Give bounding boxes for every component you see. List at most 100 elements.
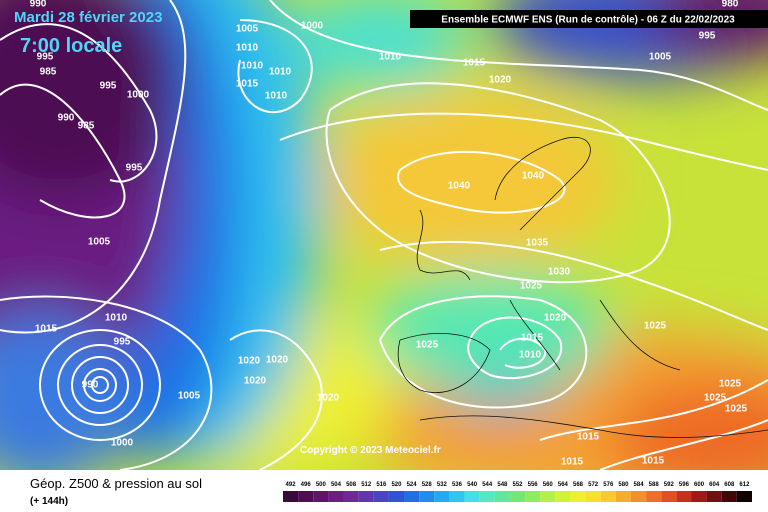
colorbar-label: 496: [301, 482, 312, 488]
isobar-label: 995: [100, 81, 117, 92]
colorbar-swatch: [343, 491, 359, 502]
isobar-label: 980: [722, 0, 739, 10]
colorbar-swatch: [298, 491, 314, 502]
isobar-label: 995: [37, 52, 54, 63]
colorbar-label: 556: [528, 482, 539, 488]
isobar-label: 1025: [704, 393, 727, 404]
colorbar-swatch: [494, 491, 510, 502]
isobar-label: 990: [58, 113, 75, 124]
isobar-label: 1000: [301, 21, 324, 32]
colorbar-label: 576: [603, 482, 614, 488]
isobar-label: 985: [40, 67, 57, 78]
colorbar-swatch: [540, 491, 556, 502]
colorbar-label: 564: [558, 482, 569, 488]
isobar-label: 1025: [416, 340, 439, 351]
colorbar-swatch: [388, 491, 405, 502]
colorbar-swatch: [736, 491, 752, 502]
colorbar-swatch: [479, 491, 495, 502]
isobar-label: 1015: [35, 324, 58, 335]
isobar-label: 1015: [236, 79, 259, 90]
isobar-label: 1040: [448, 181, 471, 192]
colorbar-label: 560: [543, 482, 554, 488]
colorbar-swatch: [570, 491, 586, 502]
colorbar-label: 600: [694, 482, 705, 488]
run-box: [410, 10, 768, 28]
colorbar-label: 612: [739, 482, 750, 488]
colorbar-label: 540: [467, 482, 478, 488]
colorbar-swatch: [509, 491, 526, 502]
colorbar-swatch: [600, 491, 616, 502]
run-label: Ensemble ECMWF ENS (Run de contrôle) - 0…: [441, 15, 735, 26]
isobar-label: 1005: [649, 52, 672, 63]
isobar-label: 1015: [521, 333, 544, 344]
isobar-label: 990: [82, 380, 99, 391]
footer-lead: (+ 144h): [30, 496, 68, 507]
colorbar-swatch: [585, 491, 601, 502]
isobar-label: 995: [126, 163, 143, 174]
colorbar-label: 500: [316, 482, 327, 488]
isobar-label: 995: [699, 31, 716, 42]
isobar-label: 1035: [526, 238, 549, 249]
isobar-label: 1010: [379, 52, 402, 63]
colorbar-swatch: [661, 491, 677, 502]
isobar-label: 1020: [238, 356, 261, 367]
isobar-label: 1020: [244, 376, 267, 387]
isobar-label: 1020: [266, 355, 289, 366]
colorbar: 492 496 500 504 508 512 516 520 524 528 532 536 540 5…: [283, 482, 752, 502]
isobar-label: 1020: [317, 393, 340, 404]
colorbar-swatch: [691, 491, 707, 502]
coastlines: [397, 136, 768, 438]
colorbar-swatch: [676, 491, 692, 502]
colorbar-label: 604: [709, 482, 720, 488]
colorbar-label: 608: [724, 482, 735, 488]
isobar-label: 1025: [644, 321, 667, 332]
isobar-labels: 9909959859951000990985995100010051010101…: [30, 0, 748, 468]
colorbar-label: 584: [634, 482, 645, 488]
colorbar-label: 572: [588, 482, 599, 488]
isobar-label: 1010: [236, 43, 259, 54]
isobar-label: 1020: [544, 313, 567, 324]
colorbar-label: 588: [649, 482, 660, 488]
colorbar-swatch: [358, 491, 374, 502]
isobar-label: 1010: [519, 350, 542, 361]
colorbar-label: 592: [664, 482, 675, 488]
isobar-label: 1020: [489, 75, 512, 86]
colorbar-label: 524: [407, 482, 418, 488]
isobar-label: 1005: [88, 237, 111, 248]
colorbar-label: 512: [361, 482, 372, 488]
isobar-label: 1015: [642, 456, 665, 467]
colorbar-label: 528: [422, 482, 433, 488]
isobar-label: 1010: [105, 313, 128, 324]
isobar-label: 995: [114, 337, 131, 348]
colorbar-label: 580: [618, 482, 629, 488]
isobar-label: 1010: [265, 91, 288, 102]
colorbar-label: 520: [391, 482, 402, 488]
isobar-label: 1005: [178, 391, 201, 402]
footer-title: Géop. Z500 & pression au sol: [30, 476, 202, 491]
colorbar-swatch: [615, 491, 631, 502]
isobar-label: 1000: [127, 90, 150, 101]
date-label: Mardi 28 février 2023: [14, 9, 162, 26]
isobar-label: 1015: [577, 432, 600, 443]
colorbar-swatch: [464, 491, 480, 502]
isobar-label: 1040: [522, 171, 545, 182]
isobar-label: 1025: [520, 281, 543, 292]
colorbar-swatch: [404, 491, 420, 502]
colorbar-label: 536: [452, 482, 463, 488]
colorbar-label: 508: [346, 482, 357, 488]
colorbar-label: 516: [376, 482, 387, 488]
isobar-label: 1015: [463, 58, 486, 69]
isobar-label: 1000: [111, 438, 134, 449]
isobar-label: 1010: [269, 67, 292, 78]
colorbar-swatch: [449, 491, 465, 502]
isobar-label: 1025: [725, 404, 748, 415]
isobar-label: 990: [30, 0, 47, 10]
colorbar-swatch: [419, 491, 435, 502]
colorbar-swatch: [630, 491, 647, 502]
isobar-label: 1015: [561, 457, 584, 468]
time-label: 7:00 locale: [20, 35, 122, 57]
colorbar-label: 504: [331, 482, 342, 488]
colorbar-label: 548: [497, 482, 508, 488]
